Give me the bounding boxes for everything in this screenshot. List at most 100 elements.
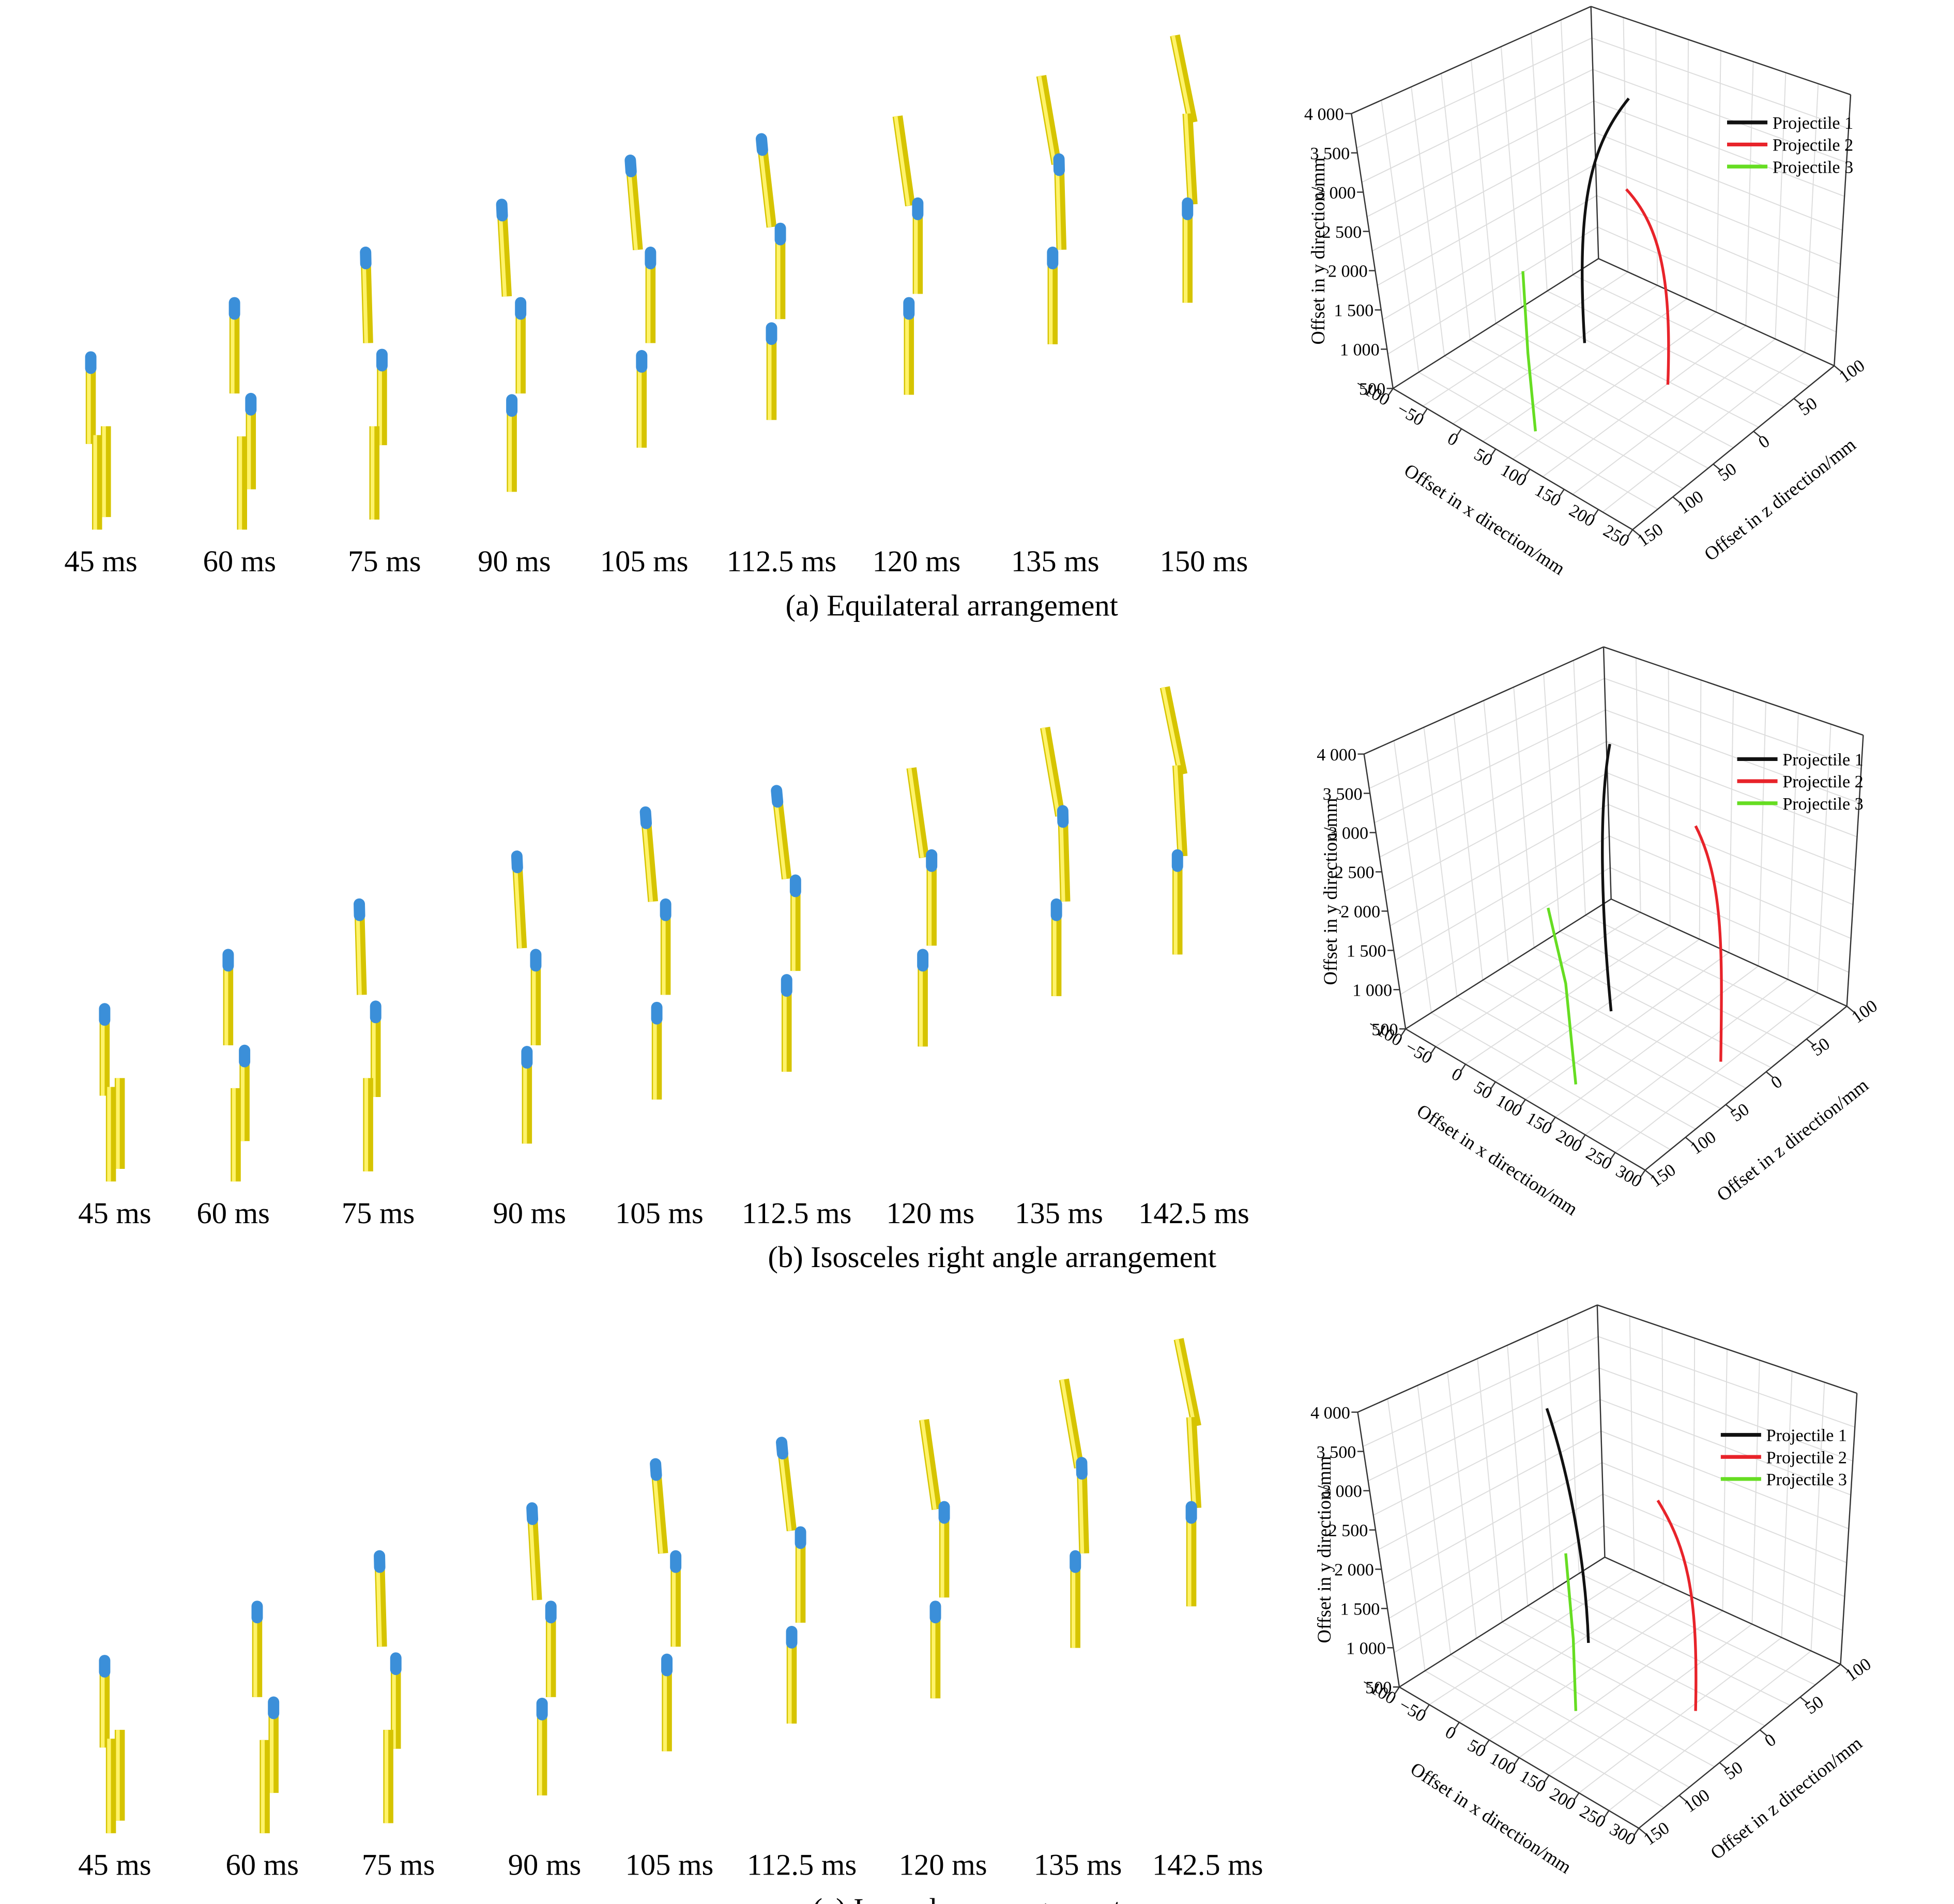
grid-line [1537, 1332, 1554, 1590]
grid-line [1728, 691, 1734, 953]
grid-line [1547, 291, 1784, 407]
grid-line [1573, 274, 1809, 387]
grid-line [1596, 195, 1839, 299]
y-tick-label: 500 [1371, 1020, 1398, 1039]
grid-line [1560, 20, 1574, 275]
projectile-highlight [894, 116, 910, 206]
x-tick-label: 250 [1576, 1802, 1609, 1832]
tick-mark [1678, 1795, 1687, 1803]
tick-mark [1799, 1696, 1808, 1704]
caption: (c) Isosceles arrangement [813, 1892, 1122, 1904]
grid-line [1716, 50, 1721, 312]
trajectory [1521, 271, 1537, 432]
axis-edge [1597, 1304, 1857, 1394]
axis-edge [1351, 6, 1592, 114]
grid-line [1390, 804, 1609, 926]
time-label: 90 ms [478, 544, 551, 578]
projectile-highlight [1173, 765, 1183, 857]
x-tick-label: 100 [1493, 1091, 1525, 1121]
x-tick-label: 100 [1498, 461, 1530, 491]
axis-edge [1638, 1664, 1841, 1829]
y-axis-label: Offset in y direction/mm [1320, 798, 1341, 985]
grid-line [1553, 1589, 1791, 1706]
time-label: 105 ms [625, 1848, 714, 1882]
grid-line [1500, 47, 1522, 308]
z-tick-label: 0 [1768, 1072, 1786, 1093]
time-label: 150 ms [1160, 544, 1248, 578]
time-label: 142.5 ms [1152, 1848, 1263, 1882]
time-label: 112.5 ms [742, 1196, 851, 1230]
projectile-highlight [1174, 1338, 1197, 1427]
tick-mark [1394, 1686, 1400, 1695]
legend-label: Projectile 2 [1773, 136, 1853, 155]
y-tick-label: 2 500 [1335, 863, 1375, 882]
tick-mark [1840, 1664, 1849, 1671]
grid-line [1471, 60, 1497, 324]
time-label: 142.5 ms [1138, 1196, 1249, 1230]
time-label: 112.5 ms [747, 1848, 857, 1882]
y-tick-label: 4 000 [1304, 105, 1344, 124]
legend-label: Projectile 3 [1782, 795, 1863, 814]
z-tick-label: 50 [1808, 1034, 1834, 1060]
projectile-tip [650, 1458, 662, 1481]
axis-edge [1632, 365, 1835, 530]
legend-label: Projectile 2 [1766, 1448, 1847, 1467]
axis-edge [1591, 6, 1851, 96]
grid-line [1559, 931, 1797, 1048]
y-tick-label: 4 000 [1317, 745, 1356, 765]
y-tick-label: 2 500 [1329, 1521, 1368, 1541]
x-tick-label: 0 [1448, 1064, 1466, 1086]
grid-line [1810, 1382, 1825, 1651]
x-tick-label: 50 [1471, 445, 1495, 470]
x-tick-label: 0 [1444, 429, 1461, 450]
x-tick-label: 200 [1547, 1785, 1579, 1815]
tick-mark [1672, 496, 1681, 504]
grid-line [1787, 713, 1799, 980]
axis-edge [1598, 258, 1835, 367]
x-tick-label: 150 [1532, 481, 1564, 511]
axis-edge [1596, 1305, 1606, 1558]
grid-line [1745, 62, 1754, 326]
tick-mark [1593, 509, 1599, 517]
axis-edge [1357, 1412, 1400, 1687]
legend-label: Projectile 3 [1773, 158, 1853, 177]
grid-line [1614, 992, 1818, 1153]
time-label: 135 ms [1034, 1848, 1122, 1882]
y-tick-label: 1 500 [1347, 942, 1386, 961]
y-tick-label: 1 000 [1346, 1639, 1386, 1658]
z-axis-label: Offset in z direction/mm [1700, 434, 1860, 565]
tick-mark [1430, 1046, 1437, 1055]
grid-line [1483, 700, 1509, 964]
grid-line [1775, 72, 1787, 339]
tick-mark [1633, 1827, 1640, 1836]
grid-line [1382, 195, 1597, 321]
time-label: 135 ms [1015, 1196, 1103, 1230]
time-label: 45 ms [78, 1196, 151, 1230]
axis-edge [1405, 1028, 1646, 1171]
grid-line [1394, 1525, 1605, 1653]
x-tick-label: −50 [1402, 1038, 1436, 1068]
grid-line [1602, 352, 1805, 513]
grid-line [1602, 1494, 1845, 1597]
legend-label: Projectile 2 [1782, 772, 1863, 791]
tick-mark [1490, 1082, 1496, 1090]
axis-edge [1644, 1006, 1848, 1171]
time-label: 105 ms [600, 544, 689, 578]
axis-edge [1834, 95, 1852, 366]
caption: (b) Isosceles right angle arrangement [768, 1240, 1216, 1274]
grid-line [1579, 1573, 1816, 1685]
tick-mark [1579, 1134, 1586, 1143]
tick-mark [1719, 1762, 1728, 1770]
time-label: 120 ms [873, 544, 961, 578]
legend-label: Projectile 1 [1782, 751, 1863, 770]
x-tick-label: 50 [1471, 1078, 1495, 1103]
axis-edge [1604, 1556, 1841, 1665]
tick-mark [1549, 1117, 1556, 1125]
y-tick-label: 1 000 [1340, 341, 1380, 360]
trajectory [1547, 907, 1578, 1085]
x-tick-label: 100 [1487, 1749, 1519, 1779]
tick-mark [1520, 1099, 1526, 1108]
grid-line [1527, 1605, 1765, 1727]
y-tick-label: 2 000 [1340, 903, 1380, 922]
